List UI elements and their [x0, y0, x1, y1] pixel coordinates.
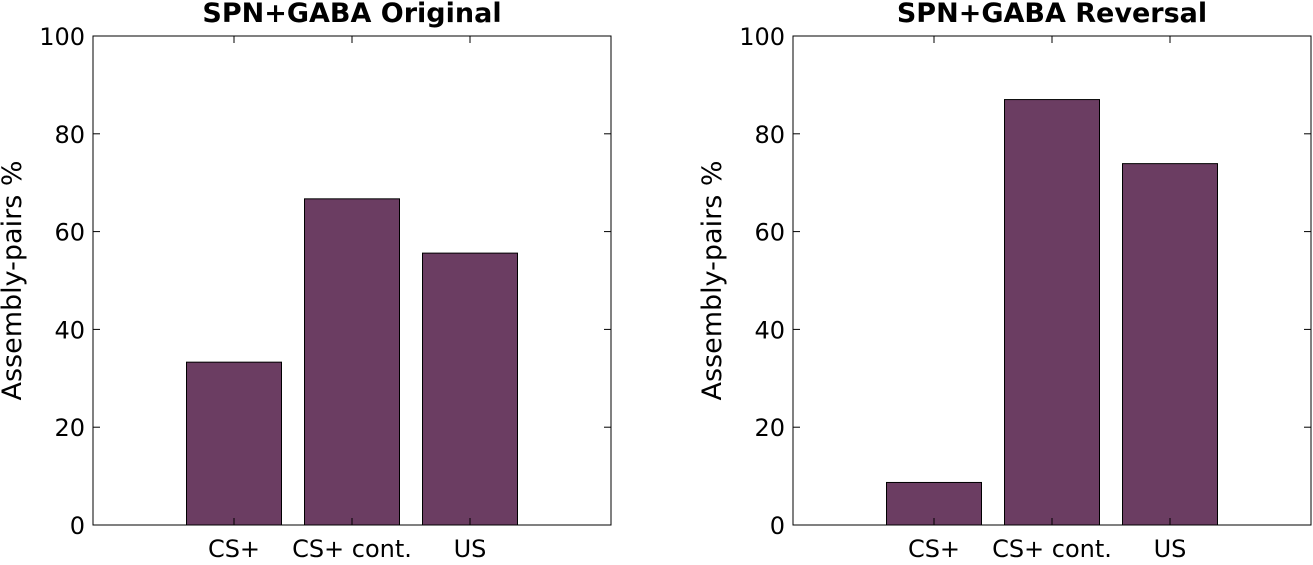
- y-tick-label: 80: [54, 121, 85, 149]
- y-tick-label: 100: [739, 23, 785, 51]
- y-axis-label: Assembly-pairs %: [697, 161, 728, 401]
- chart-panel-1: 0 20 40 60 80 100 CS+ CS+ cont. US SPN+GABA Origi…: [0, 0, 612, 563]
- y-tick-label: 20: [754, 414, 785, 442]
- y-tick-label: 100: [39, 23, 85, 51]
- x-tick-label: CS+ cont.: [992, 535, 1112, 560]
- bar-cs-cont-: [304, 198, 400, 526]
- chart-title: SPN+GABA Reversal: [897, 0, 1207, 29]
- y-axis-label: Assembly-pairs %: [0, 161, 28, 401]
- y-tick-label: 0: [770, 512, 785, 540]
- bar-us: [1122, 163, 1218, 526]
- y-tick-label: 40: [54, 316, 85, 344]
- y-tick-label: 60: [754, 219, 785, 247]
- y-tick-label: 20: [54, 414, 85, 442]
- bar-cs-: [186, 361, 282, 526]
- bar-cs-: [886, 481, 982, 526]
- x-tick-label: CS+ cont.: [292, 535, 412, 560]
- x-tick-label: US: [454, 535, 487, 560]
- bar-us: [422, 252, 518, 526]
- x-tick-label: CS+: [908, 535, 960, 560]
- chart-panel-2: 0 20 40 60 80 100 CS+ CS+ cont. US SPN+GABA Rever…: [697, 0, 1312, 563]
- x-tick-label: CS+: [208, 535, 260, 560]
- y-tick-label: 0: [70, 512, 85, 540]
- y-tick-label: 40: [754, 316, 785, 344]
- bar-cs-cont-: [1004, 99, 1100, 526]
- y-tick-label: 80: [754, 121, 785, 149]
- chart-title: SPN+GABA Original: [202, 0, 501, 29]
- x-tick-label: US: [1154, 535, 1187, 560]
- y-tick-label: 60: [54, 219, 85, 247]
